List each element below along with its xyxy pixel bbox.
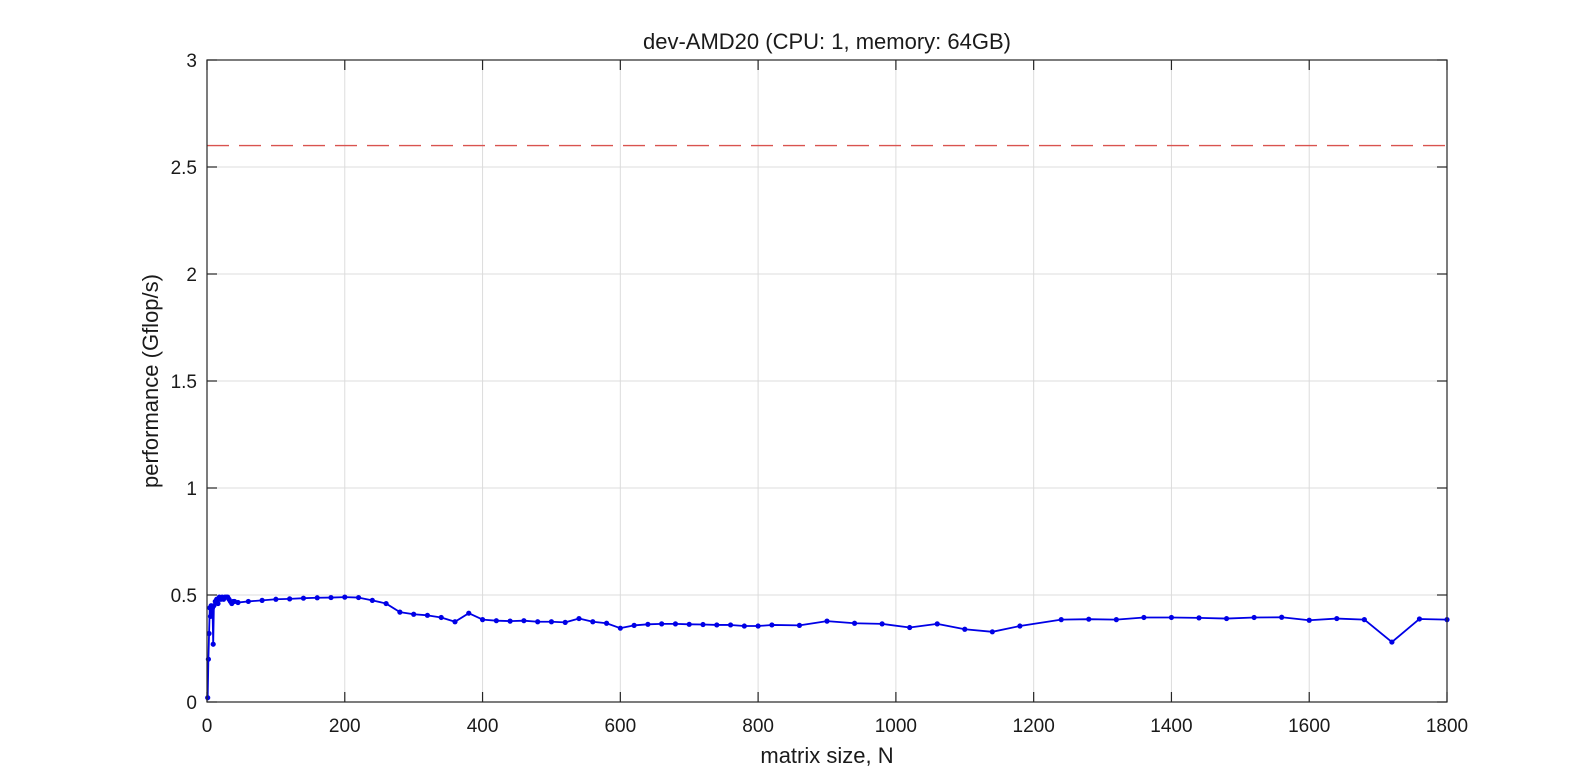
data-point xyxy=(1113,617,1119,623)
data-point xyxy=(1416,616,1423,622)
data-point xyxy=(1361,617,1367,623)
data-point xyxy=(617,625,623,631)
data-point xyxy=(521,618,527,624)
data-point xyxy=(1086,616,1092,622)
x-tick-label: 200 xyxy=(329,716,361,737)
data-point xyxy=(907,624,913,631)
data-point xyxy=(700,621,706,628)
data-point xyxy=(879,621,885,627)
data-point xyxy=(603,620,610,626)
data-point xyxy=(245,598,251,605)
data-point xyxy=(1306,617,1312,623)
data-point xyxy=(934,621,940,627)
x-tick-label: 0 xyxy=(202,716,213,737)
data-point xyxy=(645,621,651,627)
data-point xyxy=(342,594,348,600)
data-point xyxy=(397,609,403,615)
y-tick-labels: 0 0.5 1 1.5 2 2.5 3 xyxy=(171,51,197,714)
data-point xyxy=(1196,615,1202,621)
x-tick-labels: 0 200 400 600 800 1000 1200 1400 1600 1800 xyxy=(202,716,1468,737)
data-point xyxy=(535,619,541,625)
data-point xyxy=(206,630,212,637)
data-point xyxy=(962,626,968,632)
tick-marks xyxy=(206,59,1448,703)
x-tick-label: 1400 xyxy=(1150,716,1192,737)
y-tick-label: 1 xyxy=(186,479,197,500)
x-tick-label: 1600 xyxy=(1288,716,1330,737)
data-point xyxy=(211,603,217,609)
x-tick-label: 600 xyxy=(604,716,636,737)
data-point xyxy=(273,596,279,602)
data-point xyxy=(741,623,747,629)
data-point xyxy=(590,619,596,625)
data-point xyxy=(714,622,720,628)
y-tick-label: 2 xyxy=(186,265,197,286)
series-layer xyxy=(205,594,1450,701)
data-point xyxy=(851,620,858,626)
data-point xyxy=(369,597,375,603)
data-point xyxy=(1389,639,1395,645)
data-point xyxy=(210,641,216,647)
data-point xyxy=(631,622,637,628)
y-tick-label: 1.5 xyxy=(171,372,197,393)
data-point xyxy=(438,614,444,621)
data-point xyxy=(1251,614,1257,621)
data-point xyxy=(424,612,431,618)
data-point xyxy=(235,599,241,606)
data-point xyxy=(452,619,458,625)
grid-lines xyxy=(207,60,1447,702)
y-tick-label: 3 xyxy=(186,51,197,72)
data-point xyxy=(1168,614,1175,621)
data-point xyxy=(507,618,513,624)
x-tick-label: 1800 xyxy=(1426,716,1468,737)
data-point xyxy=(672,621,679,627)
data-point xyxy=(328,594,334,601)
y-axis-label: performance (Gflop/s) xyxy=(138,274,163,488)
x-tick-label: 800 xyxy=(742,716,774,737)
y-tick-label: 0.5 xyxy=(171,586,197,607)
data-point xyxy=(769,622,775,628)
data-point xyxy=(314,595,320,601)
data-point xyxy=(1334,615,1340,622)
data-point xyxy=(659,621,665,627)
data-point xyxy=(207,613,214,620)
data-point xyxy=(259,597,265,603)
data-point xyxy=(755,623,761,629)
chart-title: dev-AMD20 (CPU: 1, memory: 64GB) xyxy=(643,29,1011,54)
data-point xyxy=(576,615,582,622)
data-point xyxy=(209,609,215,615)
x-axis-label: matrix size, N xyxy=(760,743,893,768)
data-point xyxy=(989,629,995,635)
data-point xyxy=(300,595,307,601)
data-point xyxy=(562,619,568,625)
data-point xyxy=(466,610,472,616)
data-point xyxy=(411,611,417,617)
data-point xyxy=(1279,614,1285,620)
data-point xyxy=(479,617,486,623)
data-point xyxy=(287,596,293,602)
data-point xyxy=(686,621,692,627)
data-point xyxy=(215,600,221,607)
data-point xyxy=(383,600,389,607)
y-tick-label: 2.5 xyxy=(171,158,197,179)
x-tick-label: 1200 xyxy=(1013,716,1055,737)
data-point xyxy=(548,619,555,625)
x-tick-label: 400 xyxy=(467,716,499,737)
data-point xyxy=(1058,617,1064,623)
x-tick-label: 1000 xyxy=(875,716,917,737)
data-point xyxy=(1017,623,1023,629)
data-point xyxy=(1141,614,1147,621)
data-point xyxy=(727,622,734,628)
data-point xyxy=(205,695,211,701)
data-point xyxy=(824,618,830,624)
data-point xyxy=(1223,615,1230,622)
data-point xyxy=(796,622,803,628)
data-point xyxy=(493,618,499,624)
y-tick-label: 0 xyxy=(186,693,197,714)
data-point xyxy=(355,594,362,601)
